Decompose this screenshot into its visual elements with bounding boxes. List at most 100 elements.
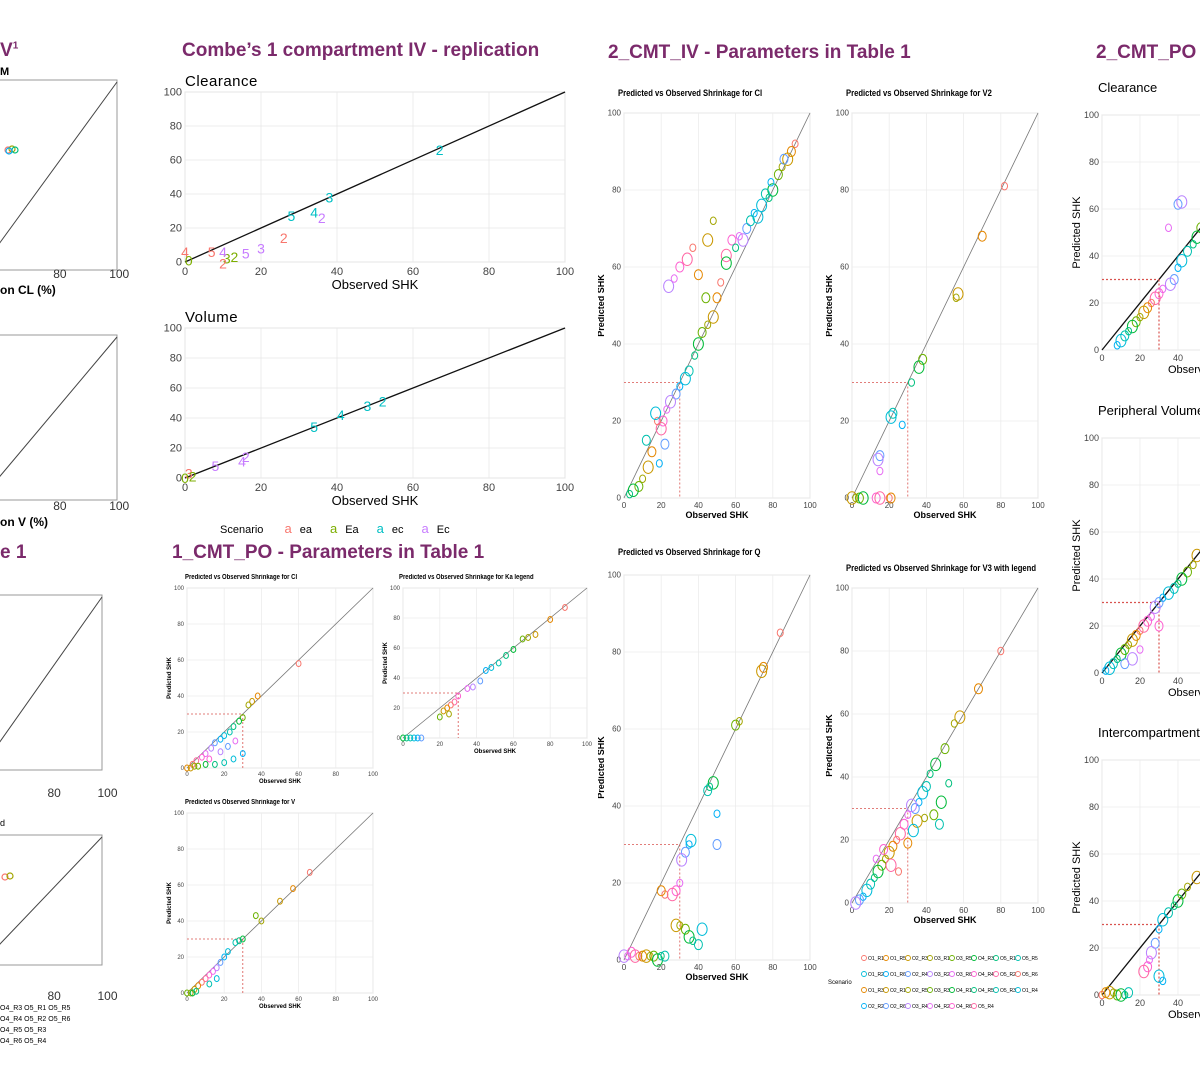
y-tick-label: 20 <box>1089 621 1099 631</box>
left-panel-cl-xlabel: on CL (%) <box>0 283 56 297</box>
data-point <box>1191 870 1200 885</box>
identity-line <box>0 836 103 945</box>
data-point <box>436 713 443 721</box>
data-point <box>720 248 732 263</box>
data-point <box>926 769 934 779</box>
po2-ic-title: Intercompartment Clea <box>1098 725 1200 740</box>
x-tick-label: 0 <box>622 963 627 972</box>
data-point <box>696 922 708 936</box>
combe-volume-title: Volume <box>185 309 239 326</box>
scenario-legend-key <box>1015 971 1021 977</box>
data-point <box>658 415 668 427</box>
data-point-label: 4 <box>219 244 227 260</box>
data-point <box>519 635 526 643</box>
scenario-legend-key <box>905 955 911 961</box>
identity-line <box>851 112 1039 499</box>
scenario-legend-label: O3_R1 <box>934 956 950 962</box>
y-tick-label: 0 <box>1094 668 1099 678</box>
data-point <box>689 243 697 252</box>
data-point <box>642 460 654 474</box>
y-tick-label: 100 <box>836 109 850 118</box>
data-point <box>735 231 743 241</box>
data-point <box>547 616 554 623</box>
data-point <box>252 912 259 920</box>
data-point <box>1157 913 1169 927</box>
data-point <box>954 710 966 724</box>
data-point <box>510 646 517 653</box>
x-tick-label: 20 <box>1135 998 1145 1008</box>
y-tick-label: 100 <box>174 586 185 592</box>
identity-line <box>402 587 588 739</box>
scenario-legend-label: O5_R3 <box>1000 988 1016 994</box>
y-tick-label: 80 <box>612 186 621 195</box>
data-point-label: 2 <box>436 142 444 158</box>
y-axis-label: Predicted SHK <box>826 274 834 337</box>
data-point <box>6 872 14 880</box>
data-point <box>239 750 246 758</box>
data-point <box>1101 987 1111 999</box>
scenario-legend-key <box>883 955 889 961</box>
identity-line <box>1101 227 1200 351</box>
data-point <box>685 833 697 848</box>
x-tick-label: 80 <box>996 906 1005 915</box>
data-point <box>1115 333 1127 348</box>
data-point <box>679 371 691 386</box>
data-point <box>1159 976 1167 986</box>
scenario-legend-key <box>1015 955 1021 961</box>
iv-cl-title: Predicted vs Observed Shrinkage for Cl <box>618 88 763 98</box>
x-tick-label: 40 <box>1173 676 1183 686</box>
data-point <box>1136 645 1144 654</box>
data-point <box>675 261 685 273</box>
x-tick-label: 80 <box>768 963 777 972</box>
data-point <box>239 935 246 943</box>
x-tick-label: 20 <box>657 501 666 510</box>
data-point <box>290 885 296 893</box>
data-point <box>854 492 864 504</box>
data-point <box>400 734 406 742</box>
data-point <box>904 810 912 820</box>
data-point <box>704 320 712 329</box>
data-point <box>1183 245 1192 257</box>
data-point <box>1115 647 1127 661</box>
data-point <box>952 293 960 303</box>
x-tick-label: 80 <box>332 772 339 778</box>
data-point <box>665 395 676 409</box>
scenario-legend-key <box>971 955 977 961</box>
scenario-legend-label: O3_R5 <box>956 956 972 962</box>
scenario-legend-key <box>927 1003 933 1009</box>
y-tick-label: 100 <box>390 586 401 592</box>
left-panel-v: 80 100 on V (%) <box>0 315 140 535</box>
data-point <box>895 867 902 876</box>
x-tick-label: 20 <box>436 742 443 748</box>
data-point <box>1169 582 1179 594</box>
data-point <box>411 734 417 742</box>
data-point <box>5 147 13 155</box>
y-tick-label: 100 <box>836 584 850 593</box>
data-point <box>676 878 684 888</box>
data-point-label: 3 <box>326 189 334 205</box>
x-tick-label: 20 <box>1135 676 1145 686</box>
x-tick-label: 40 <box>258 772 265 778</box>
x-tick-label: 0 <box>1099 676 1104 686</box>
identity-line <box>851 587 1039 904</box>
data-point <box>277 897 283 905</box>
x-axis-label: Observed SHK <box>913 915 977 925</box>
x-tick-label: 100 <box>803 963 817 972</box>
scenario-legend-label: O4_R4 <box>978 972 994 978</box>
y-tick-label: 80 <box>170 121 182 133</box>
data-point <box>671 885 681 897</box>
left-legend-row-3: O4_R5 O5_R3 <box>0 1027 47 1034</box>
y-axis-label: Predicted SHK <box>598 736 606 799</box>
legend-label: Ea <box>345 524 359 536</box>
data-point <box>727 234 737 246</box>
scenario-legend-label: O3_R4 <box>912 1004 928 1010</box>
y-tick-label: 40 <box>840 340 849 349</box>
data-point <box>213 964 220 972</box>
data-point <box>898 420 906 430</box>
data-point <box>4 146 12 154</box>
data-point-label: 2 <box>242 449 250 465</box>
legend-label: Ec <box>436 524 450 536</box>
data-point <box>660 438 670 450</box>
